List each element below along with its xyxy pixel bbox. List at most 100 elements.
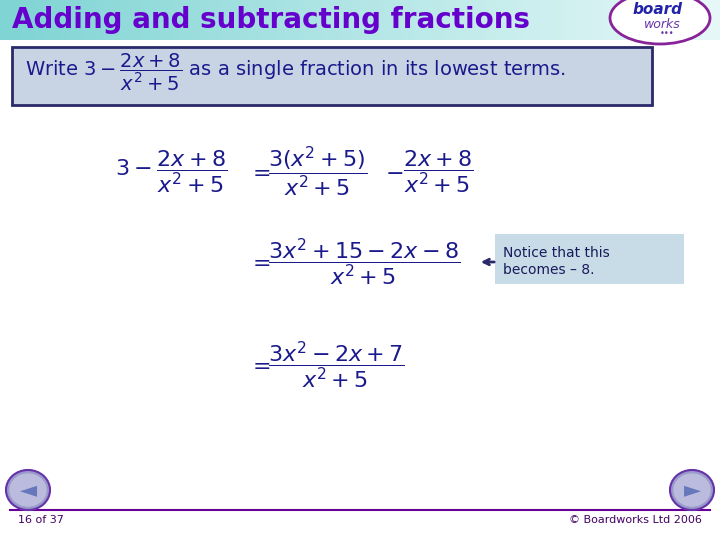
Bar bbox=[557, 0, 559, 40]
Bar bbox=[159, 0, 162, 40]
Bar bbox=[491, 0, 495, 40]
Bar bbox=[0, 0, 4, 40]
Bar bbox=[573, 0, 577, 40]
Bar bbox=[546, 0, 550, 40]
Bar bbox=[163, 0, 167, 40]
Bar bbox=[684, 0, 688, 40]
Bar bbox=[380, 0, 384, 40]
Text: Write $3 - \dfrac{2x+8}{x^2+5}$ as a single fraction in its lowest terms.: Write $3 - \dfrac{2x+8}{x^2+5}$ as a sin… bbox=[25, 51, 566, 93]
Ellipse shape bbox=[674, 474, 710, 506]
Bar bbox=[387, 0, 391, 40]
Bar bbox=[634, 0, 636, 40]
Bar bbox=[149, 0, 153, 40]
Bar bbox=[46, 0, 49, 40]
Bar bbox=[349, 0, 353, 40]
Bar bbox=[310, 0, 314, 40]
Bar bbox=[602, 0, 606, 40]
Text: $=$: $=$ bbox=[248, 355, 271, 375]
Bar bbox=[323, 0, 326, 40]
Text: Adding and subtracting fractions: Adding and subtracting fractions bbox=[12, 6, 530, 34]
Bar bbox=[713, 0, 716, 40]
Text: ◄: ◄ bbox=[19, 480, 37, 500]
Bar bbox=[665, 0, 668, 40]
FancyBboxPatch shape bbox=[12, 47, 652, 105]
Bar bbox=[376, 0, 379, 40]
Bar bbox=[147, 0, 150, 40]
Bar bbox=[657, 0, 661, 40]
Bar bbox=[693, 0, 697, 40]
Bar bbox=[670, 0, 672, 40]
Bar bbox=[686, 0, 690, 40]
Bar bbox=[474, 0, 478, 40]
Bar bbox=[120, 0, 124, 40]
Bar bbox=[106, 0, 109, 40]
Bar bbox=[111, 0, 114, 40]
Bar bbox=[243, 0, 247, 40]
Bar bbox=[68, 0, 71, 40]
Bar bbox=[419, 0, 423, 40]
Text: Notice that this: Notice that this bbox=[503, 246, 610, 260]
Bar bbox=[5, 0, 8, 40]
Bar bbox=[582, 0, 586, 40]
Bar bbox=[238, 0, 242, 40]
Bar bbox=[202, 0, 206, 40]
Bar bbox=[371, 0, 374, 40]
Bar bbox=[178, 0, 181, 40]
Bar bbox=[624, 0, 627, 40]
Bar bbox=[183, 0, 186, 40]
Bar bbox=[604, 0, 608, 40]
Bar bbox=[472, 0, 475, 40]
Bar bbox=[79, 0, 83, 40]
Bar bbox=[188, 0, 192, 40]
Bar bbox=[335, 0, 338, 40]
Bar bbox=[566, 0, 570, 40]
Bar bbox=[215, 0, 217, 40]
Bar bbox=[525, 0, 528, 40]
Bar bbox=[36, 0, 40, 40]
Bar bbox=[503, 0, 507, 40]
Bar bbox=[195, 0, 199, 40]
Bar bbox=[217, 0, 220, 40]
Bar bbox=[14, 0, 18, 40]
Bar bbox=[9, 0, 13, 40]
Bar bbox=[125, 0, 129, 40]
Bar bbox=[351, 0, 355, 40]
Bar bbox=[132, 0, 136, 40]
Bar bbox=[89, 0, 92, 40]
Bar bbox=[186, 0, 189, 40]
Bar bbox=[614, 0, 618, 40]
Bar bbox=[31, 0, 35, 40]
Bar bbox=[667, 0, 670, 40]
Bar bbox=[708, 0, 711, 40]
Text: becomes – 8.: becomes – 8. bbox=[503, 263, 595, 277]
Bar bbox=[104, 0, 107, 40]
Bar bbox=[210, 0, 213, 40]
Bar bbox=[75, 0, 78, 40]
Bar bbox=[501, 0, 504, 40]
Bar bbox=[544, 0, 548, 40]
Bar bbox=[219, 0, 222, 40]
Bar bbox=[518, 0, 521, 40]
Bar bbox=[575, 0, 579, 40]
Bar bbox=[366, 0, 369, 40]
Bar bbox=[229, 0, 232, 40]
Bar bbox=[123, 0, 126, 40]
Bar bbox=[306, 0, 309, 40]
Bar bbox=[344, 0, 348, 40]
Bar bbox=[19, 0, 22, 40]
Bar bbox=[251, 0, 254, 40]
Bar bbox=[86, 0, 90, 40]
Bar bbox=[718, 0, 720, 40]
Bar bbox=[48, 0, 52, 40]
Bar bbox=[407, 0, 410, 40]
Bar bbox=[681, 0, 685, 40]
Bar bbox=[287, 0, 290, 40]
Text: $\dfrac{3(x^2+5)}{x^2+5}$: $\dfrac{3(x^2+5)}{x^2+5}$ bbox=[268, 145, 368, 199]
Bar bbox=[55, 0, 59, 40]
Bar bbox=[246, 0, 249, 40]
Bar bbox=[595, 0, 598, 40]
Bar bbox=[325, 0, 328, 40]
Bar bbox=[578, 0, 581, 40]
Bar bbox=[421, 0, 425, 40]
Bar bbox=[41, 0, 45, 40]
